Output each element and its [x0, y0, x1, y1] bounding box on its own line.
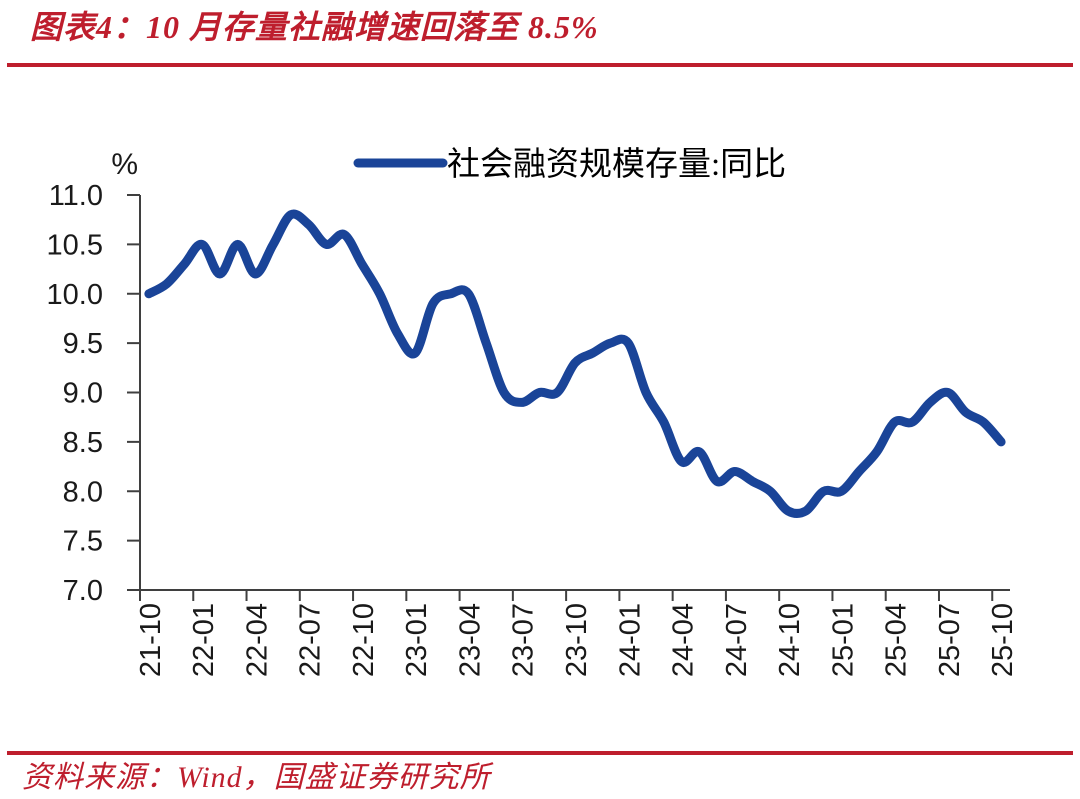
x-tick-label: 24-04 — [668, 603, 700, 677]
x-tick-label: 23-04 — [455, 603, 487, 677]
x-tick-label: 23-01 — [401, 603, 433, 677]
y-tick-label: 9.0 — [63, 378, 103, 410]
x-tick-label: 23-10 — [561, 603, 593, 677]
y-tick-label: 9.5 — [63, 328, 103, 360]
y-tick-label: 10.0 — [47, 279, 103, 311]
legend-label: 社会融资规模存量:同比 — [447, 146, 786, 183]
x-tick-label: 24-07 — [721, 603, 753, 677]
source-note: 资料来源：Wind，国盛证券研究所 — [22, 761, 491, 794]
footer-divider-rule — [7, 751, 1073, 755]
x-tick-label: 24-10 — [774, 603, 806, 677]
title-divider-rule — [7, 63, 1073, 67]
x-tick-label: 25-10 — [987, 603, 1019, 677]
y-tick-label: 7.0 — [63, 575, 103, 607]
y-tick-label: 8.0 — [63, 476, 103, 508]
x-tick-label: 22-07 — [295, 603, 327, 677]
y-axis-unit-label: % — [111, 148, 138, 181]
series-line — [144, 209, 1006, 518]
y-tick-label: 11.0 — [49, 180, 103, 212]
y-tick-label: 7.5 — [63, 526, 103, 558]
y-tick-label: 8.5 — [63, 427, 103, 459]
y-tick-label: 10.5 — [47, 229, 103, 261]
x-tick-label: 22-04 — [241, 603, 273, 677]
x-tick-label: 25-04 — [881, 603, 913, 677]
x-tick-label: 22-01 — [188, 603, 220, 677]
x-tick-label: 25-07 — [934, 603, 966, 677]
x-tick-label: 21-10 — [135, 603, 167, 677]
x-tick-label: 25-01 — [827, 603, 859, 677]
x-tick-label: 23-07 — [508, 603, 540, 677]
x-tick-label: 22-10 — [348, 603, 380, 677]
x-tick-label: 24-01 — [614, 603, 646, 677]
chart-title: 图表4：10 月存量社融增速回落至 8.5% — [30, 9, 599, 45]
